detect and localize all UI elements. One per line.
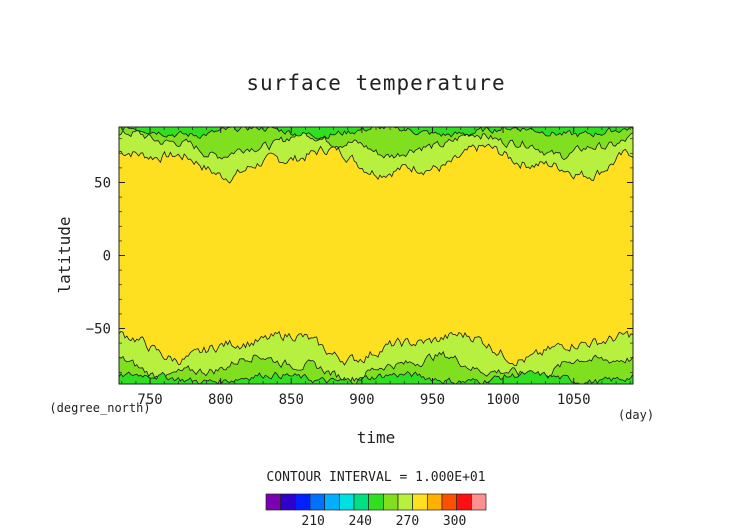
x-tick-label: 900 xyxy=(349,392,374,408)
x-axis-label: time xyxy=(357,428,396,447)
colorbar-swatch xyxy=(456,493,472,511)
x-tick-label: 1000 xyxy=(486,392,520,408)
y-axis-label: latitude xyxy=(55,216,74,293)
south-polar-core xyxy=(118,370,634,385)
colorbar-swatch xyxy=(265,493,282,511)
y-axis: 50 0 −50 xyxy=(86,138,633,373)
colorbar-swatch xyxy=(441,493,458,511)
colorbar-swatch xyxy=(368,493,384,511)
colorbar-swatch xyxy=(338,493,355,511)
y-tick-label: −50 xyxy=(86,322,111,338)
colorbar-swatch xyxy=(426,493,443,511)
colorbar-swatch xyxy=(324,493,340,511)
contour-interval-note: CONTOUR INTERVAL = 1.000E+01 xyxy=(266,470,485,485)
x-tick-label: 800 xyxy=(208,392,233,408)
colorbar-tick-label: 240 xyxy=(349,514,372,529)
x-tick-label: 850 xyxy=(279,392,304,408)
x-tick-label: 950 xyxy=(420,392,445,408)
colorbar: 210 240 270 300 xyxy=(265,493,487,529)
colorbar-swatch xyxy=(309,493,326,511)
y-tick-label: 0 xyxy=(103,249,111,265)
colorbar-tick-label: 270 xyxy=(396,514,419,529)
colorbar-swatch xyxy=(353,493,370,511)
colorbar-swatch xyxy=(397,493,414,511)
colorbar-swatch xyxy=(280,493,296,511)
plot-area: 750 800 850 900 950 1000 1050 50 0 −50 xyxy=(86,126,634,408)
north-polar-band xyxy=(118,126,634,160)
colorbar-tick-label: 210 xyxy=(301,514,324,529)
colorbar-swatch xyxy=(470,493,487,511)
colorbar-swatch xyxy=(412,493,428,511)
colorbar-swatch xyxy=(294,493,311,511)
x-axis-unit: (day) xyxy=(618,408,654,422)
y-axis-unit: (degree_north) xyxy=(49,401,150,415)
colorbar-tick-label: 300 xyxy=(443,514,466,529)
y-tick-label: 50 xyxy=(94,175,111,191)
x-tick-label: 750 xyxy=(137,392,162,408)
x-axis: 750 800 850 900 950 1000 1050 xyxy=(121,127,631,408)
colorbar-swatch xyxy=(382,493,399,511)
chart-title: surface temperature xyxy=(246,71,505,95)
x-tick-label: 1050 xyxy=(557,392,591,408)
